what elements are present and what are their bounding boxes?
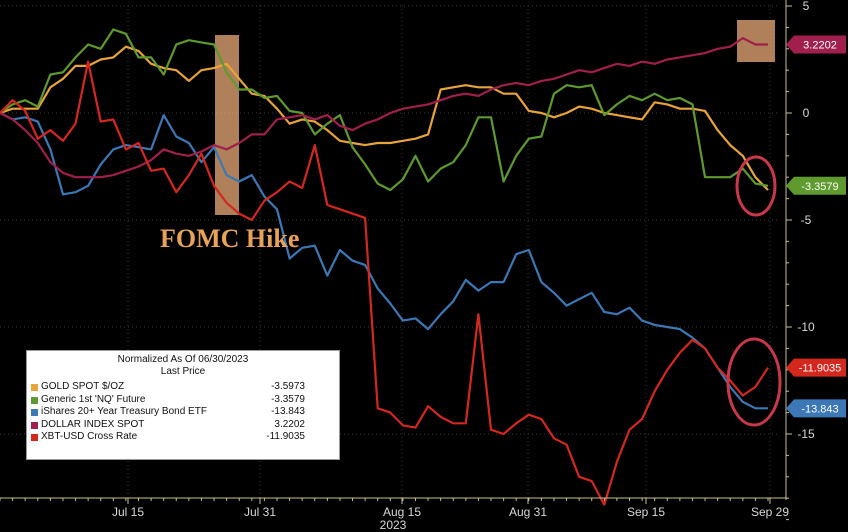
legend-label-tlt: iShares 20+ Year Treasury Bond ETF	[41, 406, 207, 417]
fomc-hike-annotation: FOMC Hike	[160, 224, 300, 253]
annotation-circles	[726, 155, 782, 427]
last-price-tag-2: -13.843	[786, 399, 846, 418]
legend-item-dxy: DOLLAR INDEX SPOT 3.2202	[27, 419, 339, 432]
last-price-tag-bg	[786, 358, 846, 377]
legend-item-tlt: iShares 20+ Year Treasury Bond ETF -13.8…	[27, 406, 339, 419]
last-price-tag-label: -11.9035	[799, 363, 842, 375]
legend-value-nq: -3.3579	[271, 393, 305, 405]
series-lines	[0, 28, 769, 506]
last-price-tag-bg	[786, 399, 846, 418]
highlight-boxes	[215, 20, 775, 215]
x-tick-label: Aug 31	[509, 505, 547, 519]
series-line-2	[0, 112, 768, 410]
series-line-1	[0, 28, 769, 192]
last-price-tag-bg	[786, 176, 846, 195]
x-axis: Jul 15 Jul 31 Aug 15 Aug 31 Sep 15 Sep 29 2023	[0, 497, 789, 532]
last-price-tag-label: 3.2202	[803, 40, 837, 52]
legend-swatch-gold	[31, 384, 38, 391]
y-tick-label: -15	[797, 427, 815, 441]
legend-label-nq: Generic 1st 'NQ' Future	[41, 393, 146, 405]
legend-label-dxy: DOLLAR INDEX SPOT	[41, 418, 145, 430]
last-price-tag-4: -11.9035	[786, 358, 846, 377]
x-tick-label: Jul 31	[244, 505, 276, 519]
last-price-tag-3: 3.2202	[786, 35, 846, 54]
series-line-3	[0, 36, 768, 179]
x-tick-label: Aug 15	[383, 505, 421, 519]
legend-label-xbt: XBT-USD Cross Rate	[41, 431, 138, 442]
fomc-hike-highlight	[215, 35, 239, 215]
legend-swatch-nq	[31, 396, 38, 404]
legend-value-dxy: 3.2202	[274, 418, 305, 430]
legend-item-xbt: XBT-USD Cross Rate -11.9035	[27, 431, 339, 444]
legend-item-gold: GOLD SPOT $/OZ -3.5973	[27, 381, 339, 394]
legend-swatch-dxy	[31, 421, 38, 429]
y-tick-label: 0	[803, 106, 810, 120]
legend-subtitle: Last Price	[160, 366, 206, 377]
y-tick-label: 5	[803, 0, 810, 13]
last-price-tag-label: -3.3579	[801, 181, 838, 193]
last-price-tags: -3.3579 -13.843 3.2202 -11.9035	[786, 35, 846, 418]
y-tick-label: -10	[797, 320, 815, 334]
x-tick-label: Sep 15	[627, 505, 665, 519]
dollar-index-highlight	[737, 20, 775, 62]
legend-swatch-xbt	[31, 434, 38, 441]
series-line-0	[0, 45, 769, 191]
x-tick-label: Jul 15	[112, 505, 144, 519]
legend-value-tlt: -13.843	[271, 406, 305, 417]
x-tick-label: Sep 29	[751, 505, 789, 519]
legend-label-gold: GOLD SPOT $/OZ	[41, 381, 125, 392]
last-price-tag-label: -13.843	[801, 403, 838, 415]
legend-swatch-tlt	[31, 409, 38, 416]
xbt-circle-annotation	[726, 337, 782, 427]
series-line-4	[0, 60, 769, 506]
nq-circle-annotation	[735, 155, 777, 217]
x-year-label: 2023	[380, 518, 407, 532]
legend-title: Normalized As Of 06/30/2023	[117, 354, 249, 365]
last-price-tag-bg	[786, 35, 846, 54]
legend-value-xbt: -11.9035	[266, 431, 305, 442]
last-price-tag-1: -3.3579	[786, 176, 846, 195]
legend-value-gold: -3.5973	[271, 381, 305, 392]
legend-item-nq: Generic 1st 'NQ' Future -3.3579	[27, 394, 339, 407]
y-tick-label: -5	[801, 213, 812, 227]
chart-legend: Normalized As Of 06/30/2023 Last Price G…	[26, 350, 340, 460]
